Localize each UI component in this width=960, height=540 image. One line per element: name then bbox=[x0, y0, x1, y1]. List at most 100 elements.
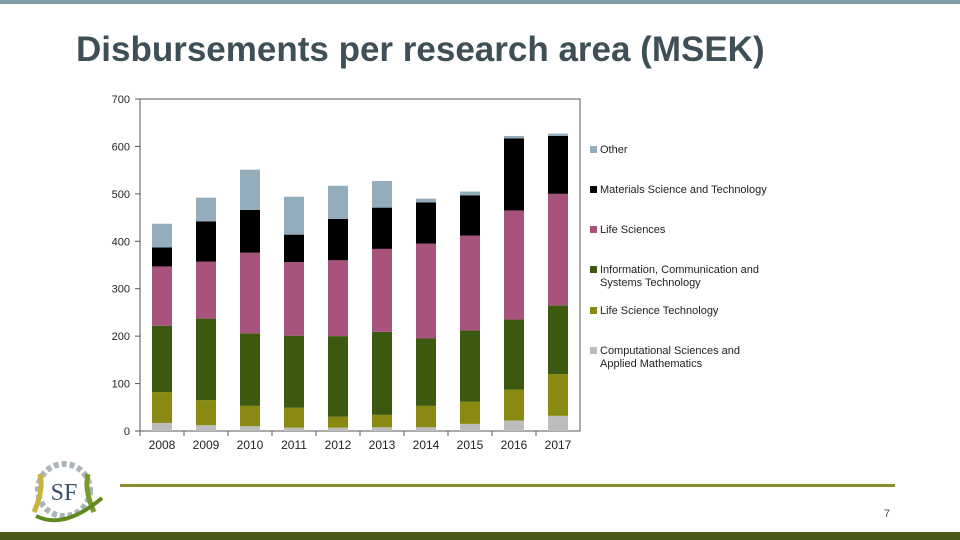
bar-segment bbox=[196, 318, 216, 401]
bar-segment bbox=[548, 193, 568, 306]
bar-segment bbox=[240, 252, 260, 334]
y-tick-label: 600 bbox=[112, 141, 130, 153]
y-tick-label: 300 bbox=[112, 284, 130, 296]
bar-segment bbox=[548, 135, 568, 194]
bar-segment bbox=[284, 335, 304, 408]
x-tick-label: 2014 bbox=[413, 438, 440, 452]
bar-segment bbox=[328, 218, 348, 261]
bar-segment bbox=[416, 405, 436, 428]
bar-segment bbox=[152, 325, 172, 393]
wheat-right-icon bbox=[84, 473, 97, 514]
bar-segment bbox=[460, 401, 480, 424]
legend-swatch bbox=[590, 307, 597, 314]
bar-segment bbox=[460, 423, 480, 431]
x-tick-label: 2009 bbox=[193, 438, 220, 452]
y-tick-label: 100 bbox=[112, 379, 130, 391]
legend-label: Other bbox=[600, 144, 628, 156]
bar-segment bbox=[416, 427, 436, 431]
swoosh-icon bbox=[35, 496, 104, 523]
bar-segment bbox=[240, 405, 260, 427]
bar-segment bbox=[372, 427, 392, 431]
y-tick-label: 0 bbox=[124, 426, 130, 438]
bar-segment bbox=[196, 197, 216, 222]
x-tick-label: 2013 bbox=[369, 438, 396, 452]
bar-segment bbox=[240, 169, 260, 210]
bar-segment bbox=[284, 427, 304, 431]
footer-divider bbox=[120, 484, 895, 487]
legend-label: Life Science Technology bbox=[600, 305, 719, 317]
bar-segment bbox=[284, 234, 304, 263]
wheat-left-icon bbox=[31, 473, 44, 514]
bar-segment bbox=[152, 266, 172, 326]
y-tick-label: 700 bbox=[112, 94, 130, 106]
bar-segment bbox=[284, 262, 304, 336]
bar-segment bbox=[504, 319, 524, 390]
bar-segment bbox=[328, 185, 348, 219]
x-tick-label: 2017 bbox=[545, 438, 572, 452]
bar-segment bbox=[240, 426, 260, 431]
bar-segment bbox=[284, 196, 304, 235]
bar-segment bbox=[196, 221, 216, 262]
slide-title: Disbursements per research area (MSEK) bbox=[76, 30, 765, 69]
bottom-accent-bar bbox=[0, 532, 960, 540]
bar-segment bbox=[284, 407, 304, 428]
bar-segment bbox=[152, 223, 172, 248]
bar-segment bbox=[548, 415, 568, 431]
y-tick-label: 500 bbox=[112, 189, 130, 201]
bar-segment bbox=[196, 400, 216, 426]
legend-swatch bbox=[590, 226, 597, 233]
x-tick-label: 2016 bbox=[501, 438, 528, 452]
bar-segment bbox=[548, 305, 568, 375]
x-tick-label: 2008 bbox=[149, 438, 176, 452]
y-tick-label: 400 bbox=[112, 236, 130, 248]
bar-segment bbox=[372, 248, 392, 332]
y-tick-label: 200 bbox=[112, 331, 130, 343]
x-tick-label: 2011 bbox=[281, 438, 307, 452]
bar-segment bbox=[416, 198, 436, 203]
bar-segment bbox=[416, 243, 436, 339]
bar-segment bbox=[328, 260, 348, 337]
legend-label: Life Sciences bbox=[600, 224, 666, 236]
bar-segment bbox=[548, 374, 568, 416]
bar-segment bbox=[416, 338, 436, 406]
logo-monogram: SF bbox=[51, 480, 78, 506]
bar-segment bbox=[504, 138, 524, 211]
legend-label: Information, Communication and Systems T… bbox=[600, 264, 759, 289]
bar-segment bbox=[504, 420, 524, 431]
bar-segment bbox=[328, 336, 348, 417]
page-number: 7 bbox=[883, 508, 890, 520]
bar-segment bbox=[152, 392, 172, 423]
bar-segment bbox=[460, 235, 480, 331]
bar-segment bbox=[152, 422, 172, 431]
legend-swatch bbox=[590, 146, 597, 153]
legend-swatch bbox=[590, 186, 597, 193]
bar-segment bbox=[240, 209, 260, 253]
top-accent-bar bbox=[0, 0, 960, 4]
gear-icon bbox=[35, 461, 93, 519]
legend-swatch bbox=[590, 266, 597, 273]
bar-segment bbox=[152, 247, 172, 267]
bar-segment bbox=[240, 333, 260, 406]
x-tick-label: 2010 bbox=[237, 438, 264, 452]
x-tick-label: 2012 bbox=[325, 438, 352, 452]
bar-segment bbox=[372, 331, 392, 415]
organization-logo: SF bbox=[31, 461, 104, 523]
bar-segment bbox=[372, 207, 392, 249]
bar-segment bbox=[416, 202, 436, 244]
bar-segment bbox=[460, 195, 480, 236]
bar-segment bbox=[504, 135, 524, 139]
bar-segment bbox=[372, 181, 392, 208]
bar-segment bbox=[504, 210, 524, 320]
legend-label: Materials Science and Technology bbox=[600, 184, 767, 196]
bar-segment bbox=[328, 427, 348, 431]
bar-segment bbox=[196, 425, 216, 431]
bar-segment bbox=[196, 261, 216, 319]
x-tick-label: 2015 bbox=[457, 438, 484, 452]
bar-segment bbox=[548, 133, 568, 136]
legend-swatch bbox=[590, 347, 597, 354]
bar-segment bbox=[460, 330, 480, 402]
bar-segment bbox=[504, 389, 524, 421]
legend-label: Computational Sciences and Applied Mathe… bbox=[600, 345, 741, 370]
bar-segment bbox=[372, 414, 392, 428]
